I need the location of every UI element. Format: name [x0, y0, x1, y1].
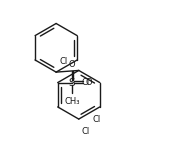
Text: Cl: Cl: [81, 78, 90, 87]
Text: Cl: Cl: [81, 128, 90, 137]
Text: S: S: [69, 78, 75, 88]
Text: Cl: Cl: [60, 57, 68, 66]
Text: O: O: [69, 60, 75, 69]
Text: O: O: [86, 78, 92, 87]
Text: CH₃: CH₃: [64, 96, 80, 105]
Text: Cl: Cl: [92, 115, 101, 124]
